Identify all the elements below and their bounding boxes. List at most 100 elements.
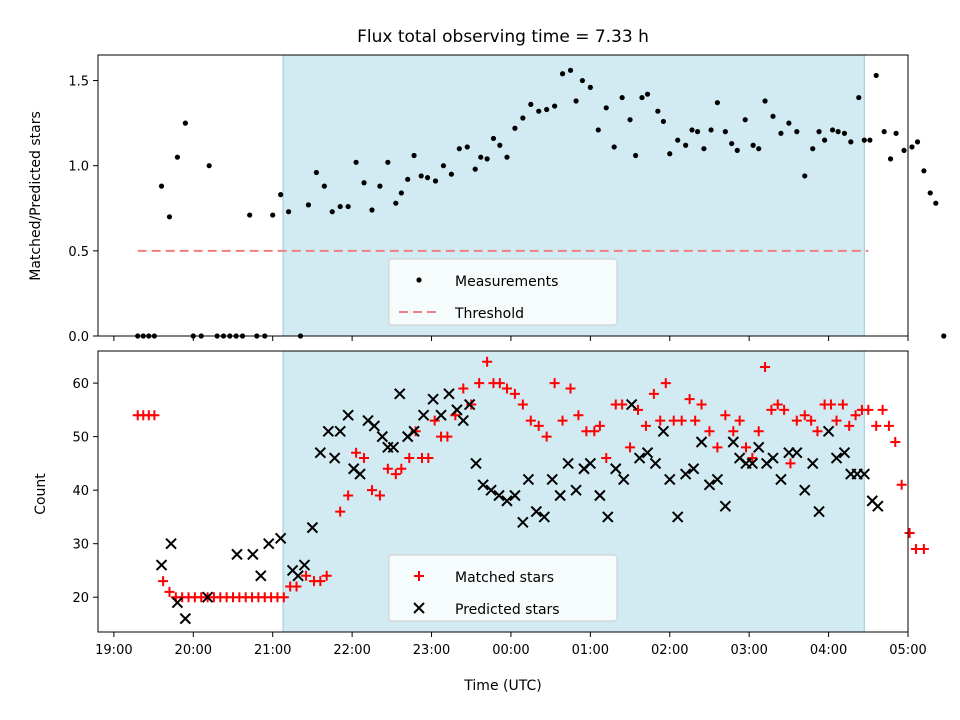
y-tick-label: 50 [72,431,89,446]
data-point [625,442,636,453]
data-point [493,489,505,502]
data-point [321,570,332,581]
data-point [377,183,383,189]
legend-marker [414,571,424,581]
data-point [298,559,311,571]
y-tick-label: 1.0 [68,160,89,175]
data-point [896,479,907,490]
data-point [927,190,933,196]
data-point [171,596,184,609]
x-tick-label: 19:00 [95,643,132,658]
data-point [457,414,470,427]
data-point [850,410,861,421]
data-point [676,415,687,426]
data-point [844,420,855,431]
data-point [470,457,482,470]
data-point [767,452,779,464]
data-point [509,388,520,399]
data-point [158,183,165,189]
data-point [695,436,708,448]
data-point [165,537,177,550]
x-tick-label: 00:00 [492,643,529,658]
data-point [549,378,560,389]
data-point [478,154,484,160]
bottom-panel: 20 30 40 50 60 19:00 20:00 21:00 22:00 23:00 00:00… [72,350,929,658]
data-point [914,139,921,145]
data-point [285,209,292,215]
data-point [728,426,739,437]
legend-frame [388,554,618,622]
data-point [689,127,695,133]
data-point [408,425,420,437]
data-point [756,146,762,152]
data-point [573,410,584,421]
data-point [881,129,887,135]
top-panel: 0.0 0.5 1.0 1.5 Measurements Threshold [68,54,947,345]
data-point [427,393,439,405]
plot-frame [97,350,909,633]
data-point [451,404,463,416]
data-point [520,115,526,121]
data-point [456,146,462,152]
data-point [424,175,431,181]
chart-title: Flux total observing time = 7.33 h [357,27,649,47]
data-point [292,570,304,582]
data-point [155,559,168,571]
data-point [594,489,606,502]
data-point [442,431,453,442]
data-point [366,485,377,496]
x-axis-label: Time (UTC) [463,678,541,694]
plot-frame [97,54,909,337]
data-point [334,425,346,437]
data-point [517,399,528,410]
data-point [610,463,622,475]
x-tick-label: 02:00 [651,643,688,658]
data-point [909,144,915,150]
data-point [648,388,659,399]
data-point [649,457,662,470]
data-point [684,394,695,405]
data-point [813,505,825,518]
data-point [270,212,276,218]
data-point [750,142,756,148]
data-point [536,108,542,114]
data-point [829,127,836,133]
data-point [786,120,792,126]
data-point [490,135,497,142]
data-point [619,94,625,101]
y-tick-label: 40 [72,484,89,499]
data-point [504,154,510,160]
data-point [887,156,894,162]
legend-marker [416,277,422,283]
data-point [799,410,810,421]
y-tick-label: 20 [72,591,89,606]
data-point [179,612,192,625]
data-point [528,101,534,107]
data-point [752,441,765,454]
data-point [601,453,612,464]
data-point [405,176,411,182]
data-point [404,453,415,464]
data-point [918,544,929,555]
data-point [374,490,385,501]
data-point [812,426,823,437]
data-point [255,570,267,582]
data-point [463,398,476,411]
data-point [837,399,848,410]
data-point [841,130,848,136]
data-point [775,473,787,486]
data-point [474,378,485,389]
data-point [778,130,784,136]
data-point [398,190,404,196]
data-point [206,163,212,169]
data-point [343,490,354,501]
data-point [182,120,188,126]
data-point [291,581,302,592]
data-point [345,203,351,210]
data-point [368,420,381,432]
data-point [703,479,716,491]
data-point [509,489,521,502]
data-point [779,404,790,415]
data-point [394,388,406,400]
y-tick-label: 60 [72,377,89,392]
